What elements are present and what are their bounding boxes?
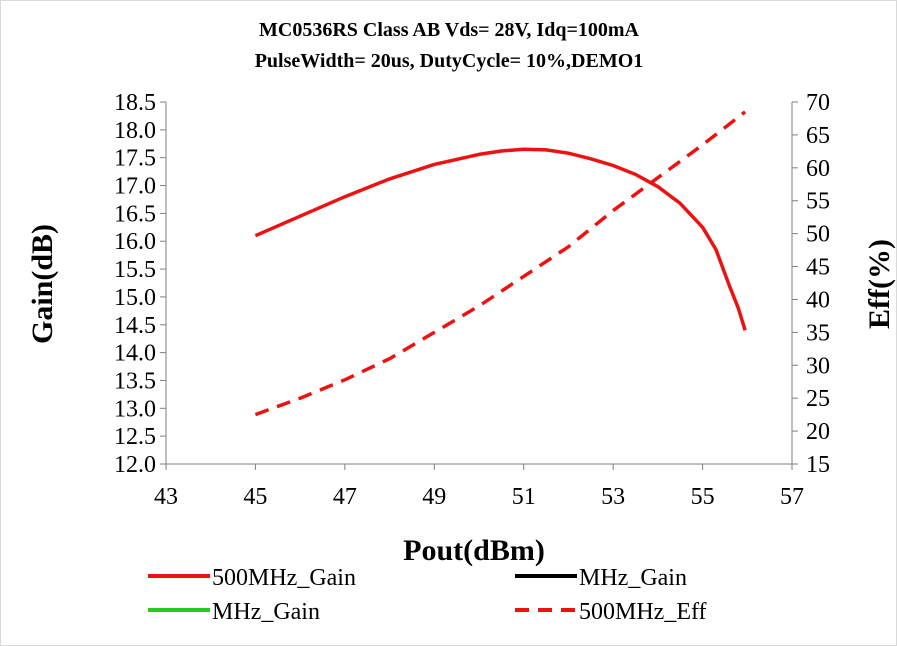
legend-label: 500MHz_Eff — [579, 599, 707, 625]
y-tick-label: 16.5 — [114, 201, 156, 227]
x-tick-label: 53 — [601, 484, 625, 510]
y2-tick-label: 30 — [806, 353, 830, 379]
plot-area: 12.012.513.013.514.014.515.015.516.016.5… — [114, 90, 830, 510]
y-tick-label: 15.0 — [114, 285, 156, 311]
x-tick-label: 45 — [243, 484, 267, 510]
chart-title: MC0536RS Class AB Vds= 28V, Idq=100mA — [259, 19, 639, 41]
y2-tick-label: 65 — [806, 123, 830, 149]
legend-label: 500MHz_Gain — [212, 565, 356, 591]
y-tick-label: 15.5 — [114, 257, 156, 283]
y-tick-label: 13.5 — [114, 368, 156, 394]
y2-tick-label: 25 — [806, 386, 830, 412]
chart-subtitle: PulseWidth= 20us, DutyCycle= 10%,DEMO1 — [255, 50, 644, 72]
x-tick-label: 43 — [154, 484, 178, 510]
y-tick-label: 18.5 — [114, 90, 156, 116]
x-tick-label: 47 — [333, 484, 357, 510]
y-tick-label: 13.0 — [114, 396, 156, 422]
y2-tick-label: 45 — [806, 255, 830, 281]
y-axis-title: Gain(dB) — [26, 224, 59, 344]
y2-axis-title: Eff(%) — [863, 239, 896, 329]
x-tick-label: 51 — [512, 484, 536, 510]
y2-tick-label: 20 — [806, 419, 830, 445]
y-tick-label: 17.5 — [114, 146, 156, 172]
y2-tick-label: 50 — [806, 222, 830, 248]
x-tick-label: 57 — [780, 484, 804, 510]
legend-label: MHz_Gain — [212, 599, 320, 625]
y2-tick-label: 40 — [806, 287, 830, 313]
y2-tick-label: 70 — [806, 90, 830, 116]
series-line-500mhz-eff-3 — [254, 110, 747, 417]
chart-legend: 500MHz_Gain MHz_Gain MHz_Gain 500MHz_Eff — [148, 565, 707, 625]
legend-label: MHz_Gain — [579, 565, 687, 591]
x-tick-label: 55 — [691, 484, 715, 510]
y-tick-label: 14.5 — [114, 313, 156, 339]
y-tick-label: 12.0 — [114, 452, 156, 478]
y-tick-label: 12.5 — [114, 424, 156, 450]
y-tick-label: 18.0 — [114, 118, 156, 144]
y-tick-label: 16.0 — [114, 229, 156, 255]
y2-tick-label: 55 — [806, 189, 830, 215]
y2-tick-label: 15 — [806, 452, 830, 478]
y2-tick-label: 60 — [806, 156, 830, 182]
x-tick-label: 49 — [422, 484, 446, 510]
y-tick-label: 17.0 — [114, 174, 156, 200]
y-tick-label: 14.0 — [114, 341, 156, 367]
y2-tick-label: 35 — [806, 320, 830, 346]
x-axis-title: Pout(dBm) — [403, 534, 545, 567]
series-line-500mhz-gain-0 — [254, 147, 747, 331]
